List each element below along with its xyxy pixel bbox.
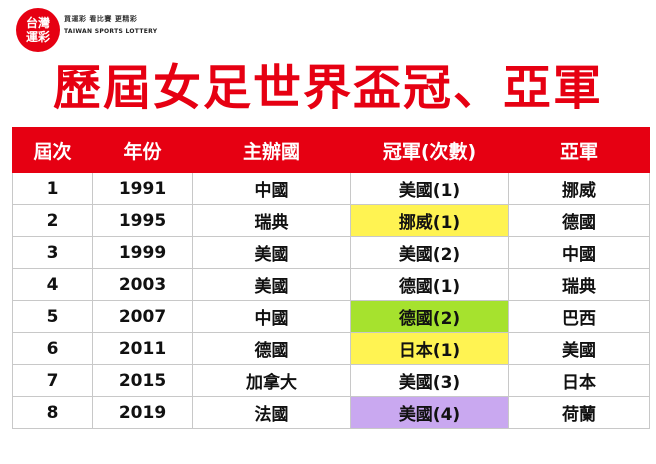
table-row: 8 2019 法國 美國(4) 荷蘭 [12, 396, 650, 429]
cell-champion: 德國(2) [350, 300, 509, 333]
cell-champion: 美國(3) [350, 364, 509, 397]
cell-host: 美國 [192, 236, 351, 269]
table-row: 6 2011 德國 日本(1) 美國 [12, 332, 650, 365]
cell-runner-up: 荷蘭 [508, 396, 650, 429]
cell-champion: 美國(4) [350, 396, 509, 429]
cell-edition: 2 [12, 204, 93, 237]
cell-year: 2011 [92, 332, 193, 365]
logo-slogan: 買運彩 看比賽 更精彩 [64, 15, 138, 23]
cell-runner-up: 中國 [508, 236, 650, 269]
cell-host: 美國 [192, 268, 351, 301]
cell-edition: 5 [12, 300, 93, 333]
logo-brand-english: TAIWAN SPORTS LOTTERY [64, 28, 158, 35]
cell-runner-up: 日本 [508, 364, 650, 397]
cell-edition: 4 [12, 268, 93, 301]
cell-host: 德國 [192, 332, 351, 365]
cell-host: 中國 [192, 172, 351, 205]
cell-year: 2015 [92, 364, 193, 397]
results-table: 屆次 年份 主辦國 冠軍(次數) 亞軍 1 1991 中國 美國(1) 挪威 2 1995 瑞… [12, 127, 650, 429]
header-runner-up: 亞軍 [508, 127, 650, 173]
table-row: 2 1995 瑞典 挪威(1) 德國 [12, 204, 650, 237]
table-row: 7 2015 加拿大 美國(3) 日本 [12, 364, 650, 397]
cell-champion: 日本(1) [350, 332, 509, 365]
cell-edition: 6 [12, 332, 93, 365]
cell-runner-up: 瑞典 [508, 268, 650, 301]
cell-year: 2003 [92, 268, 193, 301]
header-host: 主辦國 [192, 127, 351, 173]
cell-year: 1995 [92, 204, 193, 237]
page-title: 歷屆女足世界盃冠、亞軍 [52, 60, 603, 116]
table-row: 4 2003 美國 德國(1) 瑞典 [12, 268, 650, 301]
cell-champion: 美國(1) [350, 172, 509, 205]
cell-runner-up: 巴西 [508, 300, 650, 333]
cell-year: 2007 [92, 300, 193, 333]
cell-host: 加拿大 [192, 364, 351, 397]
cell-year: 1991 [92, 172, 193, 205]
cell-year: 1999 [92, 236, 193, 269]
cell-edition: 1 [12, 172, 93, 205]
cell-year: 2019 [92, 396, 193, 429]
cell-runner-up: 美國 [508, 332, 650, 365]
cell-edition: 3 [12, 236, 93, 269]
cell-champion: 挪威(1) [350, 204, 509, 237]
sports-lottery-logo: 台灣 運彩 [16, 8, 60, 52]
cell-edition: 7 [12, 364, 93, 397]
cell-champion: 美國(2) [350, 236, 509, 269]
table-row: 1 1991 中國 美國(1) 挪威 [12, 172, 650, 205]
header-year: 年份 [92, 127, 193, 173]
cell-edition: 8 [12, 396, 93, 429]
header: 台灣 運彩 買運彩 看比賽 更精彩 TAIWAN SPORTS LOTTERY [0, 0, 656, 56]
cell-host: 中國 [192, 300, 351, 333]
cell-host: 法國 [192, 396, 351, 429]
cell-runner-up: 挪威 [508, 172, 650, 205]
header-edition: 屆次 [12, 127, 93, 173]
table-header-row: 屆次 年份 主辦國 冠軍(次數) 亞軍 [12, 127, 650, 173]
cell-host: 瑞典 [192, 204, 351, 237]
header-champion: 冠軍(次數) [350, 127, 509, 173]
table-row: 5 2007 中國 德國(2) 巴西 [12, 300, 650, 333]
cell-champion: 德國(1) [350, 268, 509, 301]
cell-runner-up: 德國 [508, 204, 650, 237]
table-row: 3 1999 美國 美國(2) 中國 [12, 236, 650, 269]
